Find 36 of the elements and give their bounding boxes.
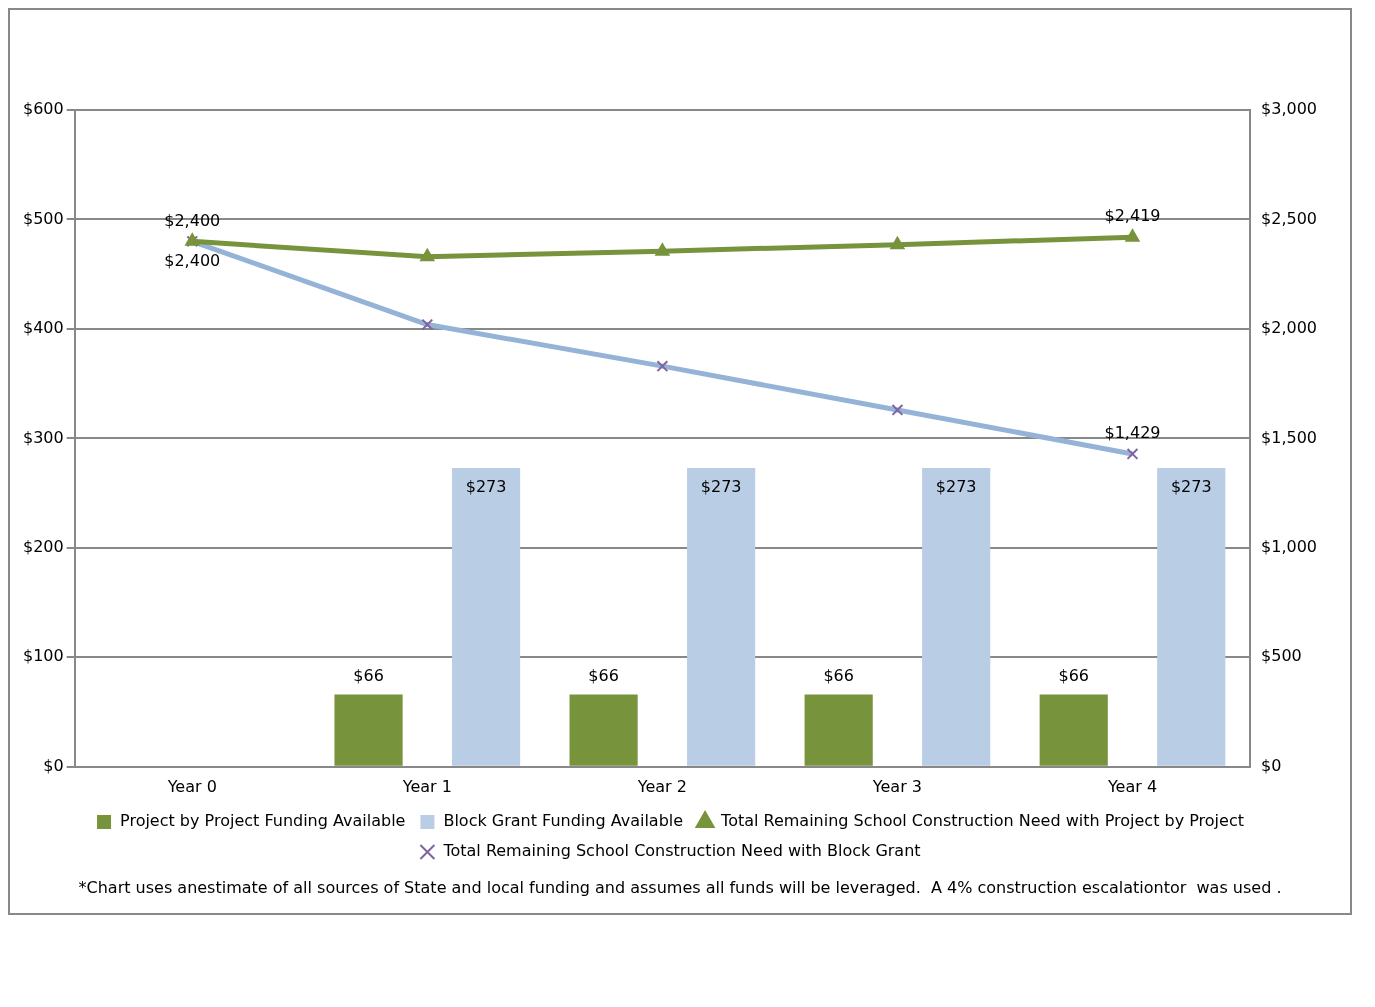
y-tick-label: $400 bbox=[23, 318, 64, 338]
y2-tick-label: $500 bbox=[1261, 646, 1302, 666]
data-label: $273 bbox=[465, 477, 507, 497]
data-label: $1,429 bbox=[1104, 423, 1161, 443]
y2-tick-label: $0 bbox=[1261, 755, 1282, 775]
data-label: $273 bbox=[935, 477, 977, 497]
text: *Chart uses anestimate of all sources of State and local funding and assumes all funds will be leveraged. A 4% construction escalationtor was used . bbox=[77, 878, 1283, 897]
y-tick-label: $100 bbox=[23, 646, 64, 666]
legend-label: Project by Project Funding Available bbox=[120, 811, 406, 831]
y-tick-label: $600 bbox=[23, 99, 64, 119]
x-tick-label: Year 1 bbox=[401, 776, 452, 796]
y-tick-label: $300 bbox=[23, 427, 64, 447]
y2-tick-label: $2,500 bbox=[1261, 208, 1317, 228]
data-label: $2,400 bbox=[164, 250, 221, 270]
x-tick-label: Year 4 bbox=[1106, 776, 1158, 796]
legend-label: Block Grant Funding Available bbox=[443, 811, 684, 831]
y-tick-label: $0 bbox=[43, 755, 64, 775]
legend-label: Total Remaining School Construction Need with Block Grant bbox=[442, 841, 921, 861]
x-tick-label: Year 3 bbox=[871, 776, 922, 796]
data-label: $273 bbox=[700, 477, 742, 497]
data-label: $2,400 bbox=[164, 210, 221, 230]
data-label: $66 bbox=[1058, 665, 1089, 685]
y-tick-label: $500 bbox=[23, 208, 64, 228]
y2-tick-label: $1,000 bbox=[1261, 537, 1317, 557]
data-label: $66 bbox=[823, 665, 854, 685]
y2-tick-label: $3,000 bbox=[1261, 99, 1317, 119]
legend-label: Total Remaining School Construction Need with Project by Project bbox=[720, 811, 1244, 831]
y2-tick-label: $1,500 bbox=[1261, 427, 1317, 447]
data-label: $2,419 bbox=[1104, 206, 1161, 226]
y-tick-label: $200 bbox=[23, 537, 64, 557]
x-tick-label: Year 2 bbox=[636, 776, 687, 796]
data-label: $66 bbox=[353, 665, 384, 685]
y2-tick-label: $2,000 bbox=[1261, 318, 1317, 338]
data-label: $273 bbox=[1170, 477, 1212, 497]
data-label: $66 bbox=[588, 665, 619, 685]
x-tick-label: Year 0 bbox=[166, 776, 217, 796]
